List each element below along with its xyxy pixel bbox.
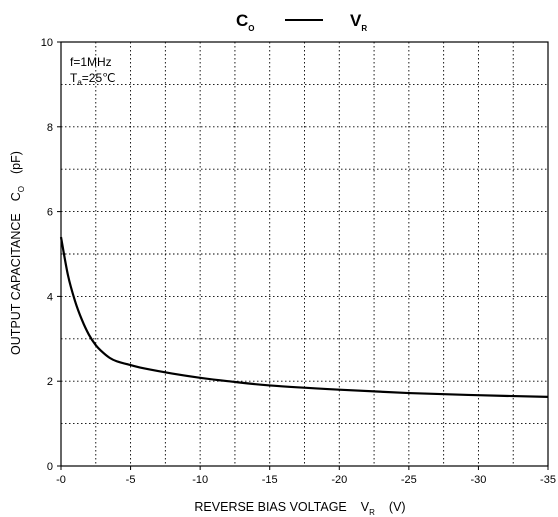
x-tick-label: -5 (126, 474, 136, 486)
tick-labels: -0 -5 -10 -15 -20 -25 -30 -35 0 2 4 6 8 10 (41, 37, 556, 486)
plot-frame (60, 41, 549, 467)
y-tick-label: 0 (47, 461, 53, 473)
grid (61, 42, 548, 466)
chart-title-right: VR (350, 11, 367, 33)
x-tick-label: -0 (56, 474, 66, 486)
y-tick-label: 8 (47, 122, 53, 134)
x-tick-label: -35 (540, 474, 556, 486)
annotation-temperature: Ta=25℃ (70, 71, 116, 87)
x-tick-label: -30 (470, 474, 486, 486)
annotation-frequency: f=1MHz (70, 55, 112, 69)
y-tick-label: 10 (41, 37, 53, 49)
x-tick-label: -20 (331, 474, 347, 486)
y-tick-label: 6 (47, 207, 53, 219)
axis-ticks (57, 41, 549, 470)
x-tick-label: -15 (262, 474, 278, 486)
y-axis-title: OUTPUT CAPACITANCECO(pF) (9, 151, 26, 355)
series-line (59, 236, 549, 398)
y-tick-label: 4 (47, 291, 53, 303)
x-tick-label: -25 (401, 474, 417, 486)
chart-title-left: CO (236, 11, 255, 33)
x-axis-title: REVERSE BIAS VOLTAGE VR (V) (194, 500, 405, 517)
x-tick-label: -10 (192, 474, 208, 486)
y-tick-label: 2 (47, 376, 53, 388)
